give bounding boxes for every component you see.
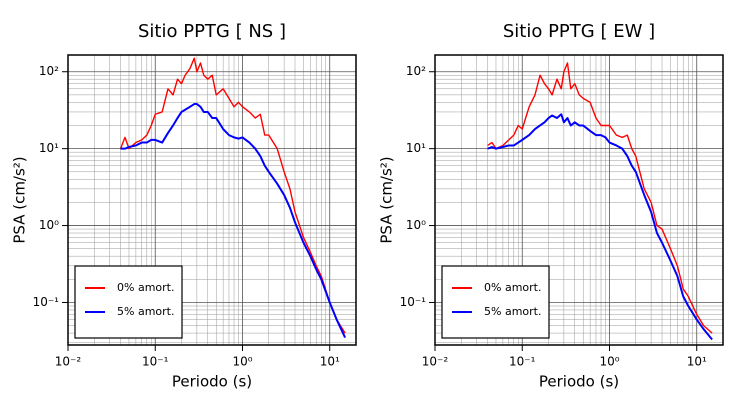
chart-title: Sitio PPTG [ NS ]	[138, 21, 286, 42]
x-axis-label: Periodo (s)	[539, 373, 619, 391]
y-tick-label: 10⁰	[406, 218, 426, 232]
y-tick-label: 10²	[406, 64, 426, 78]
y-tick-label: 10⁰	[39, 218, 59, 232]
series-line	[120, 103, 347, 338]
y-tick-label: 10¹	[406, 141, 426, 155]
x-axis-label: Periodo (s)	[172, 373, 252, 391]
x-tick-label: 10⁰	[599, 355, 619, 369]
y-tick-label: 10⁻¹	[400, 295, 427, 309]
y-tick-label: 10⁻¹	[33, 295, 60, 309]
y-tick-label: 10²	[39, 64, 59, 78]
y-axis-label: PSA (cm/s²)	[378, 156, 396, 243]
legend-box	[441, 265, 550, 339]
plot-frame	[67, 54, 357, 346]
x-tick-label: 10⁻¹	[142, 355, 169, 369]
series-line	[119, 57, 346, 334]
x-tick-label: 10¹	[320, 355, 340, 369]
legend-box	[74, 265, 183, 339]
legend-label: 0% amort.	[117, 281, 174, 294]
y-tick-label: 10¹	[39, 141, 59, 155]
x-tick-label: 10⁻²	[55, 355, 82, 369]
legend-label: 0% amort.	[484, 281, 541, 294]
x-tick-label: 10¹	[687, 355, 707, 369]
x-tick-label: 10⁰	[232, 355, 252, 369]
y-axis-label: PSA (cm/s²)	[11, 156, 29, 243]
series-line	[487, 113, 713, 341]
x-tick-label: 10⁻²	[422, 355, 449, 369]
plot-frame	[434, 54, 724, 346]
legend-label: 5% amort.	[484, 305, 541, 318]
series-line	[487, 62, 713, 334]
legend-label: 5% amort.	[117, 305, 174, 318]
x-tick-label: 10⁻¹	[509, 355, 536, 369]
chart-title: Sitio PPTG [ EW ]	[503, 21, 655, 42]
